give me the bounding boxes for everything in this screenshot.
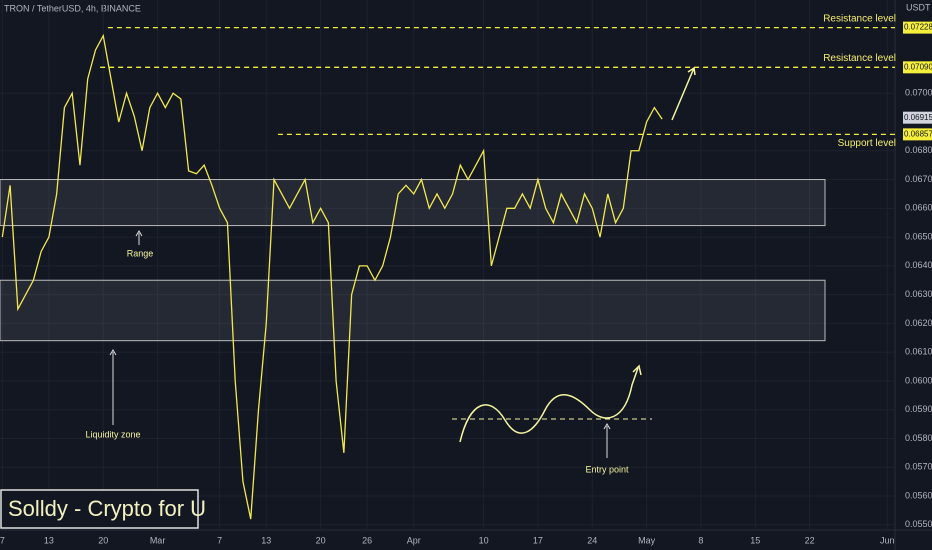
watermark-box [0,489,199,529]
x-tick-label: 20 [98,535,108,545]
x-tick-label: 10 [479,535,489,545]
last-price-tag [903,111,932,124]
y-unit: USDT [906,2,931,12]
entry-arrow-head [603,423,611,430]
wave-arrow-head [632,364,642,376]
x-tick-label: 17 [533,535,543,545]
zones [0,179,826,342]
price-tag [903,21,932,34]
x-tick-label: Apr [407,535,421,545]
last-price-label: 0.06915 [904,113,932,122]
entry-label: Entry point [585,464,629,474]
x-tick-label: 15 [750,535,760,545]
zone-box [0,279,826,342]
price-tag-label: 0.06857 [904,129,932,138]
wave-path [459,367,639,443]
x-tick-label: 24 [587,535,597,545]
range-arrow-head [135,230,143,237]
level-label: Resistance level [823,13,896,24]
x-tick-label: May [638,535,656,545]
x-tick-label: 7 [217,535,222,545]
price-tag [903,61,932,74]
watermark: Solldy - Crypto for U [8,496,206,521]
x-tick-label: 22 [805,535,815,545]
price-line [1,33,663,520]
zone-label: Liquidity zone [85,429,140,439]
plot [1,26,895,520]
x-tick-label: 13 [261,535,271,545]
level-label: Support level [838,138,896,149]
price-tag-label: 0.07228 [904,23,932,32]
arrow-up [671,66,696,121]
liquidity-arrow-head [109,349,117,356]
x-tick-label: 7 [0,535,5,545]
x-tick-label: 8 [698,535,703,545]
chart-title: TRON / TetherUSD, 4h, BINANCE [4,3,141,13]
x-tick-label: 26 [362,535,372,545]
x-tick-label: 20 [316,535,326,545]
level-label: Resistance level [823,53,896,64]
x-tick-label: Jun [880,535,895,545]
price-tag [903,128,932,141]
zone-label: Range [127,248,154,258]
y-tick-label: 0.07000 [905,88,932,98]
x-tick-label: 13 [44,535,54,545]
x-tick-label: Mar [150,535,166,545]
price-tag-label: 0.07090 [904,62,932,71]
zone-box [0,179,826,227]
